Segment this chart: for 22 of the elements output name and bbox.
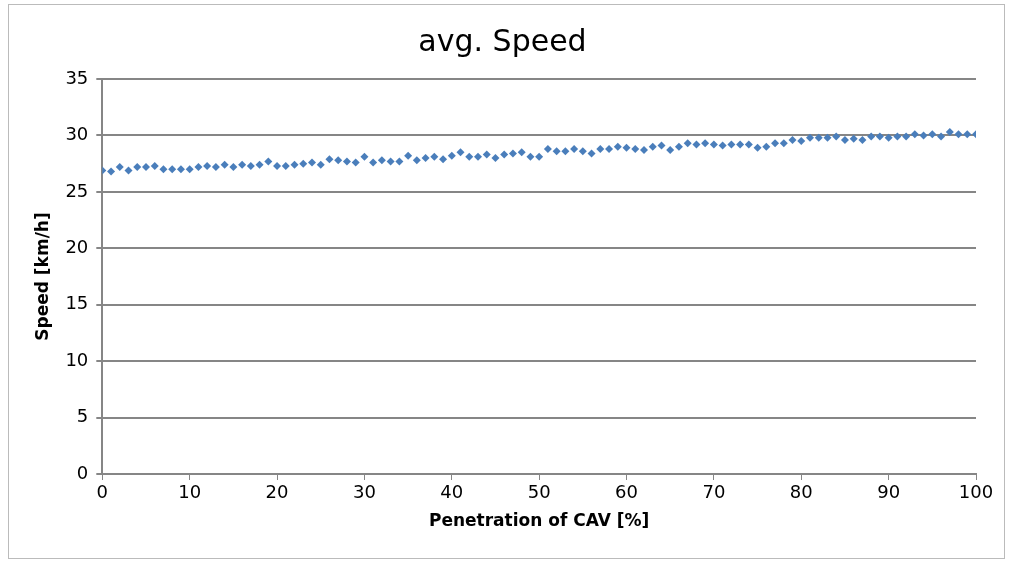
y-axis-title: Speed [km/h]: [31, 212, 52, 341]
x-tick-label: 0: [96, 481, 109, 503]
y-tick-label: 30: [65, 123, 89, 145]
y-tick-label: 0: [76, 461, 89, 483]
y-tick-label: 5: [76, 405, 89, 427]
chart-title: avg. Speed: [418, 22, 587, 58]
x-tick-label: 50: [527, 481, 551, 503]
x-tick-label: 60: [615, 481, 638, 503]
x-tick-label: 30: [352, 481, 376, 503]
x-axis-title: Penetration of CAV [%]: [428, 510, 650, 531]
y-tick-label: 25: [65, 179, 89, 201]
x-tick-label: 90: [877, 481, 901, 503]
y-tick-label: 35: [65, 66, 89, 88]
x-tick-label: 20: [265, 481, 289, 503]
x-tick-label: 100: [958, 481, 994, 503]
y-tick-label: 10: [65, 348, 89, 370]
y-tick-label: 20: [65, 235, 89, 257]
y-tick-label: 15: [65, 292, 89, 314]
x-tick-label: 70: [702, 481, 726, 503]
x-tick-label: 10: [178, 481, 202, 503]
x-tick-label: 80: [789, 481, 813, 503]
x-tick-label: 40: [440, 481, 464, 503]
